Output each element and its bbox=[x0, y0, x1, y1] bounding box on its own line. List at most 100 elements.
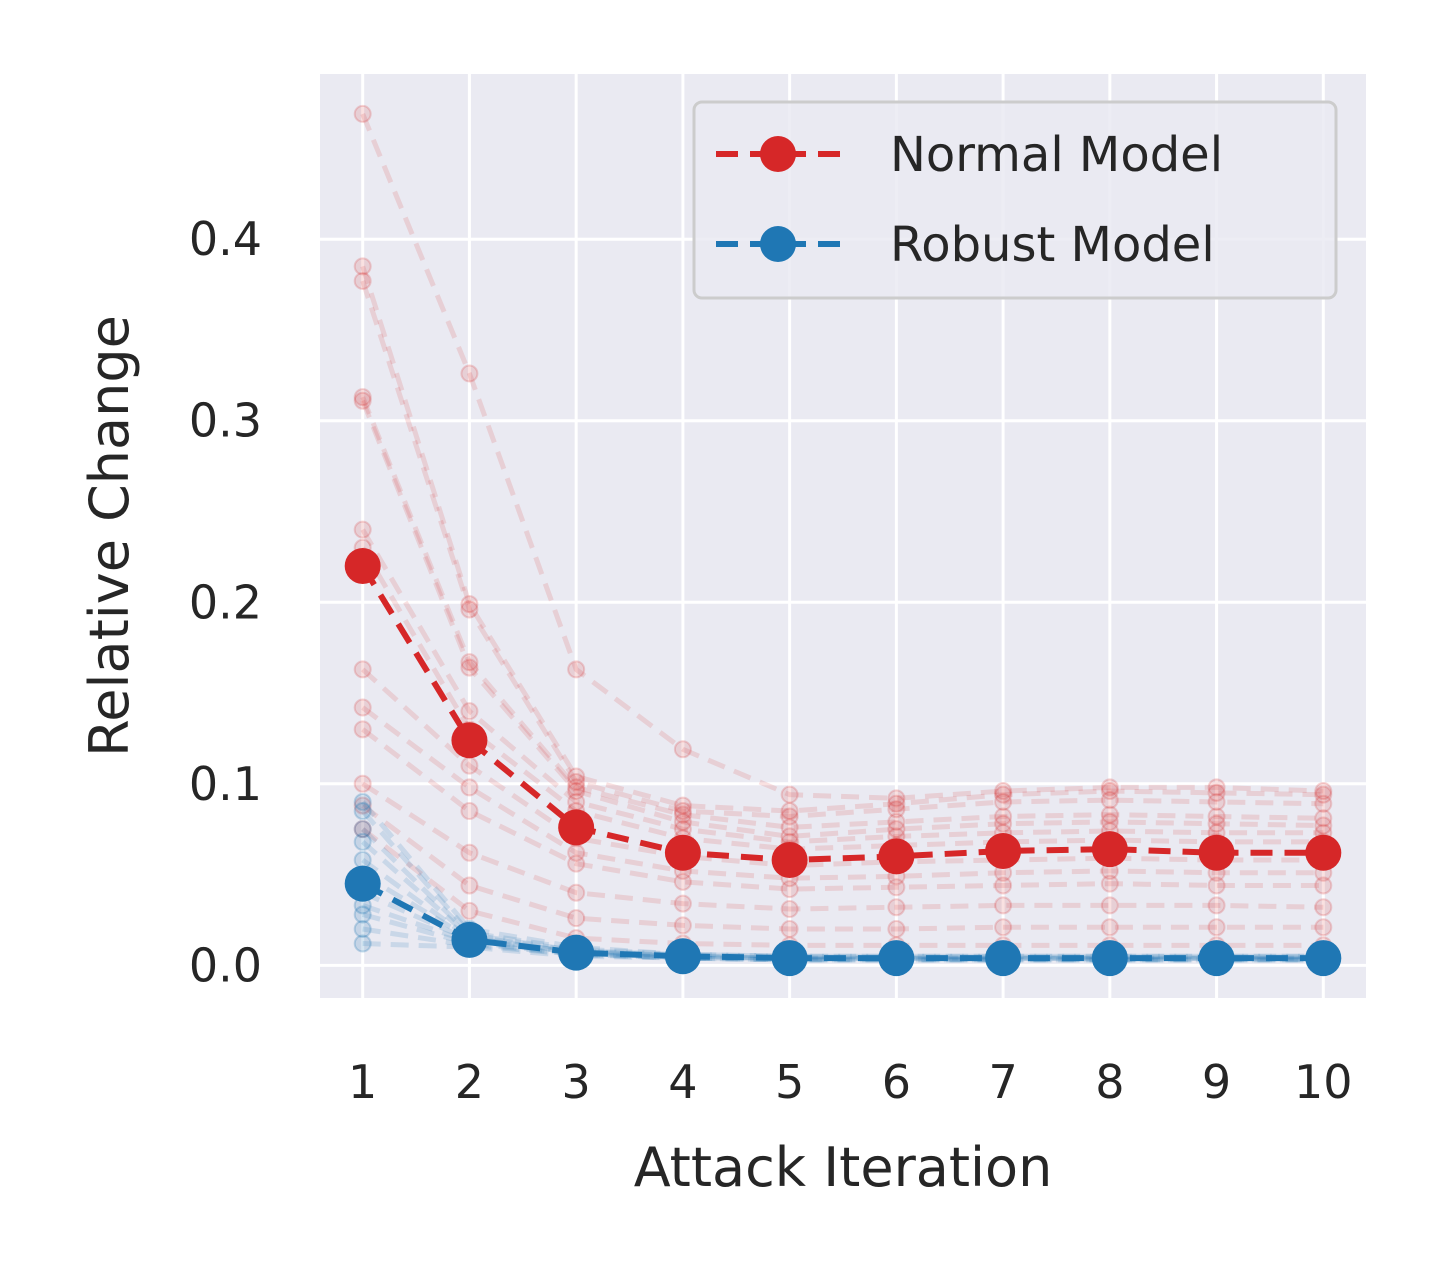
normal-model-point-4 bbox=[664, 834, 701, 871]
normal-run-10-point bbox=[673, 872, 692, 891]
normal-model-point-2 bbox=[451, 722, 488, 759]
normal-run-13-line bbox=[361, 827, 1324, 948]
normal-run-1-point bbox=[353, 104, 372, 123]
normal-model-point-5 bbox=[771, 842, 808, 879]
normal-run-1-point bbox=[673, 740, 692, 759]
y-tick-label: 0.2 bbox=[189, 575, 262, 629]
robust-run-9-point bbox=[353, 905, 372, 924]
normal-run-12-point bbox=[673, 916, 692, 935]
normal-run-5-point bbox=[567, 782, 586, 801]
normal-run-9-point bbox=[460, 778, 479, 797]
normal-model-series bbox=[344, 547, 1342, 879]
normal-model-point-1 bbox=[344, 547, 381, 584]
normal-run-2-line bbox=[360, 265, 1324, 814]
x-tick-label: 6 bbox=[882, 1055, 911, 1109]
normal-run-11-line bbox=[361, 781, 1324, 912]
normal-run-5-point bbox=[887, 820, 906, 839]
x-tick-label: 1 bbox=[348, 1055, 377, 1109]
legend-label: Normal Model bbox=[890, 127, 1223, 183]
normal-run-1-point bbox=[994, 782, 1013, 801]
normal-run-3-point bbox=[1100, 791, 1119, 810]
normal-run-12-point bbox=[780, 920, 799, 939]
normal-run-5-point bbox=[460, 658, 479, 677]
normal-run-3-point bbox=[1207, 792, 1226, 811]
normal-run-1-point bbox=[1314, 782, 1333, 801]
normal-run-12-point bbox=[887, 920, 906, 939]
y-tick-label: 0.4 bbox=[189, 212, 262, 266]
normal-run-2-point bbox=[1100, 782, 1119, 801]
normal-run-12-point bbox=[1314, 918, 1333, 937]
legend-marker bbox=[760, 136, 796, 172]
normal-run-4-point bbox=[1100, 805, 1119, 824]
normal-run-10-point bbox=[353, 720, 372, 739]
y-tick-label: 0.0 bbox=[189, 938, 262, 992]
normal-run-11 bbox=[353, 774, 1333, 919]
x-tick-label: 4 bbox=[668, 1055, 697, 1109]
normal-run-4-point bbox=[673, 805, 692, 824]
normal-run-10-point bbox=[460, 802, 479, 821]
robust-model-point-5 bbox=[771, 940, 808, 977]
normal-run-5-line bbox=[360, 399, 1324, 839]
normal-run-5-point bbox=[673, 812, 692, 831]
x-tick-label: 9 bbox=[1202, 1055, 1231, 1109]
normal-run-12-point bbox=[460, 876, 479, 895]
normal-run-2-point bbox=[460, 595, 479, 614]
normal-model-point-6 bbox=[878, 838, 915, 875]
normal-run-7-line bbox=[360, 546, 1324, 852]
x-tick-label: 3 bbox=[562, 1055, 591, 1109]
normal-model-point-8 bbox=[1091, 831, 1128, 868]
normal-run-11-point bbox=[887, 898, 906, 917]
normal-run-10-point bbox=[567, 854, 586, 873]
normal-run-12-point bbox=[353, 796, 372, 815]
normal-run-3-point bbox=[994, 792, 1013, 811]
robust-model-point-7 bbox=[985, 940, 1022, 977]
legend-box bbox=[692, 100, 1338, 300]
legend-item-robust-model: Robust Model bbox=[716, 217, 1215, 273]
normal-run-4-point bbox=[460, 653, 479, 672]
normal-run-3-point bbox=[567, 772, 586, 791]
normal-run-2-point bbox=[353, 257, 372, 276]
normal-run-4-point bbox=[1314, 809, 1333, 828]
normal-run-2-point bbox=[1314, 785, 1333, 804]
normal-model-point-9 bbox=[1198, 834, 1235, 871]
normal-run-2-point bbox=[887, 794, 906, 813]
normal-run-3-point bbox=[780, 807, 799, 826]
normal-run-5-point bbox=[1207, 814, 1226, 833]
normal-model-point-10 bbox=[1305, 834, 1342, 871]
normal-run-3-point bbox=[1314, 794, 1333, 813]
robust-model-point-10 bbox=[1305, 940, 1342, 977]
normal-run-5 bbox=[353, 391, 1333, 846]
normal-run-11-point bbox=[460, 843, 479, 862]
robust-run-3-point bbox=[353, 820, 372, 839]
y-axis-label: Relative Change bbox=[78, 315, 141, 757]
normal-run-12-point bbox=[567, 909, 586, 928]
normal-run-5-point bbox=[994, 814, 1013, 833]
normal-run-8-line bbox=[361, 667, 1324, 868]
normal-run-11-point bbox=[353, 774, 372, 793]
normal-run-1-point bbox=[1100, 778, 1119, 797]
normal-run-11-point bbox=[780, 900, 799, 919]
normal-model-point-7 bbox=[985, 832, 1022, 869]
normal-run-4-point bbox=[780, 818, 799, 837]
normal-run-3-line bbox=[360, 280, 1324, 819]
robust-model-point-2 bbox=[451, 921, 488, 958]
robust-run-3-line bbox=[360, 827, 1324, 959]
normal-run-8-point bbox=[353, 660, 372, 679]
normal-run-9-line bbox=[361, 705, 1324, 881]
normal-run-10-line bbox=[361, 727, 1324, 892]
normal-run-4-point bbox=[353, 388, 372, 407]
robust-model-series bbox=[344, 865, 1342, 977]
normal-run-10-point bbox=[1314, 876, 1333, 895]
normal-run-12 bbox=[353, 796, 1333, 939]
normal-run-6-line bbox=[360, 528, 1324, 845]
robust-model-point-6 bbox=[878, 940, 915, 977]
normal-model-point-3 bbox=[558, 809, 595, 846]
robust-run-10-point bbox=[353, 920, 372, 939]
normal-run-2 bbox=[353, 257, 1333, 821]
normal-run-11-point bbox=[1207, 896, 1226, 915]
robust-model-point-1 bbox=[344, 865, 381, 902]
normal-run-4-point bbox=[567, 778, 586, 797]
normal-run-10-point bbox=[994, 876, 1013, 895]
normal-run-4-line bbox=[360, 396, 1324, 830]
